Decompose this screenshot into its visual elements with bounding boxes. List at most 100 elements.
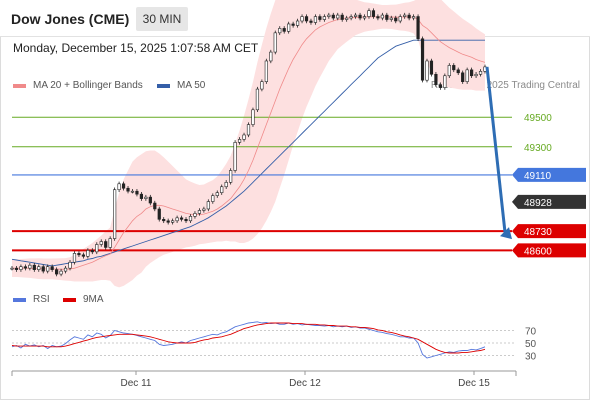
candle-body — [68, 261, 72, 269]
candle — [255, 86, 260, 113]
candle-body — [309, 20, 313, 23]
candle-body — [81, 254, 85, 257]
candle — [353, 12, 358, 19]
candle-body — [108, 238, 112, 248]
candle-body — [10, 267, 14, 270]
candle — [55, 267, 59, 277]
candle — [456, 67, 460, 76]
candle — [193, 211, 197, 219]
ma50-swatch — [157, 83, 170, 88]
candle — [139, 191, 144, 201]
candle-body — [23, 266, 27, 269]
candle-body — [117, 183, 121, 191]
rsi-tick-label: 70 — [525, 327, 537, 338]
level-value: 49110 — [524, 171, 552, 182]
candle-body — [327, 14, 331, 17]
level-label-49110: 49110 — [512, 167, 586, 182]
bollinger-band-area — [12, 0, 485, 288]
timestamp: Monday, December 15, 2025 1:07:58 AM CET — [13, 41, 259, 55]
candle — [309, 18, 313, 25]
candle-body — [175, 217, 179, 222]
candle-body — [295, 20, 300, 26]
candle-body — [425, 60, 429, 81]
candle — [461, 70, 465, 84]
candle-body — [389, 17, 393, 20]
candle — [233, 140, 237, 173]
candle-body — [14, 267, 19, 270]
candle-body — [32, 264, 36, 270]
candle — [394, 15, 398, 24]
candle-body — [19, 266, 23, 270]
candle-body — [322, 16, 326, 20]
candle — [362, 14, 367, 21]
candle-body — [55, 269, 59, 275]
candle-body — [37, 266, 41, 270]
candle — [412, 14, 416, 21]
candle — [153, 200, 157, 212]
candle-body — [148, 196, 152, 204]
candles — [10, 8, 487, 277]
candle — [380, 12, 384, 21]
candle-body — [461, 72, 465, 82]
candle-body — [121, 183, 126, 189]
candle-body — [385, 14, 389, 20]
candle-body — [349, 16, 353, 19]
candle — [420, 36, 425, 83]
candle — [340, 12, 344, 22]
candle — [77, 251, 81, 258]
candle-body — [50, 266, 54, 270]
rsi-line — [11, 321, 486, 359]
candle — [108, 236, 112, 250]
candle-body — [278, 28, 282, 34]
candle — [72, 251, 77, 265]
candle — [90, 248, 94, 255]
candle — [470, 67, 474, 78]
level-label-49300: 49300 — [524, 143, 552, 154]
forecast-arrow — [485, 66, 507, 233]
candle — [19, 264, 23, 272]
candle — [215, 190, 219, 198]
level-label-49500: 49500 — [524, 113, 552, 124]
nine-ma-line — [11, 322, 486, 354]
candle — [157, 206, 161, 222]
candle-body — [331, 14, 335, 19]
candle — [443, 73, 447, 90]
candle — [14, 265, 19, 272]
candle-body — [318, 16, 322, 20]
candle-body — [403, 14, 407, 17]
legend-label: RSI — [33, 294, 50, 305]
candle — [403, 12, 407, 19]
level-badge — [512, 194, 586, 209]
candle-body — [113, 189, 117, 239]
candle — [345, 15, 349, 22]
candle-body — [412, 16, 416, 19]
candle — [184, 217, 188, 224]
candle-body — [220, 186, 224, 193]
candle — [50, 264, 54, 272]
level-value: 49300 — [524, 143, 552, 154]
candle-body — [452, 65, 456, 71]
candle-body — [202, 208, 206, 211]
ma50-line — [11, 39, 485, 267]
candle-body — [470, 69, 474, 77]
candle — [429, 58, 434, 77]
legend-label: MA 50 — [177, 80, 206, 91]
candle — [407, 12, 411, 21]
forecast-arrow-head — [500, 227, 512, 240]
candle — [224, 180, 228, 189]
candle — [282, 26, 286, 34]
candle-body — [77, 253, 81, 256]
candle — [126, 186, 130, 194]
candle — [269, 49, 273, 64]
candle-body — [380, 14, 384, 19]
candle — [287, 21, 291, 34]
candle-body — [211, 195, 215, 202]
rsi-tick-label: 50 — [525, 339, 537, 350]
candle-body — [416, 16, 420, 40]
candle-body — [41, 266, 45, 272]
level-badge — [512, 167, 586, 182]
timeframe-button[interactable]: 30 MIN — [136, 7, 188, 31]
candle — [367, 8, 371, 19]
x-tick-label: Dec 15 — [458, 378, 490, 389]
candle-body — [447, 65, 451, 77]
